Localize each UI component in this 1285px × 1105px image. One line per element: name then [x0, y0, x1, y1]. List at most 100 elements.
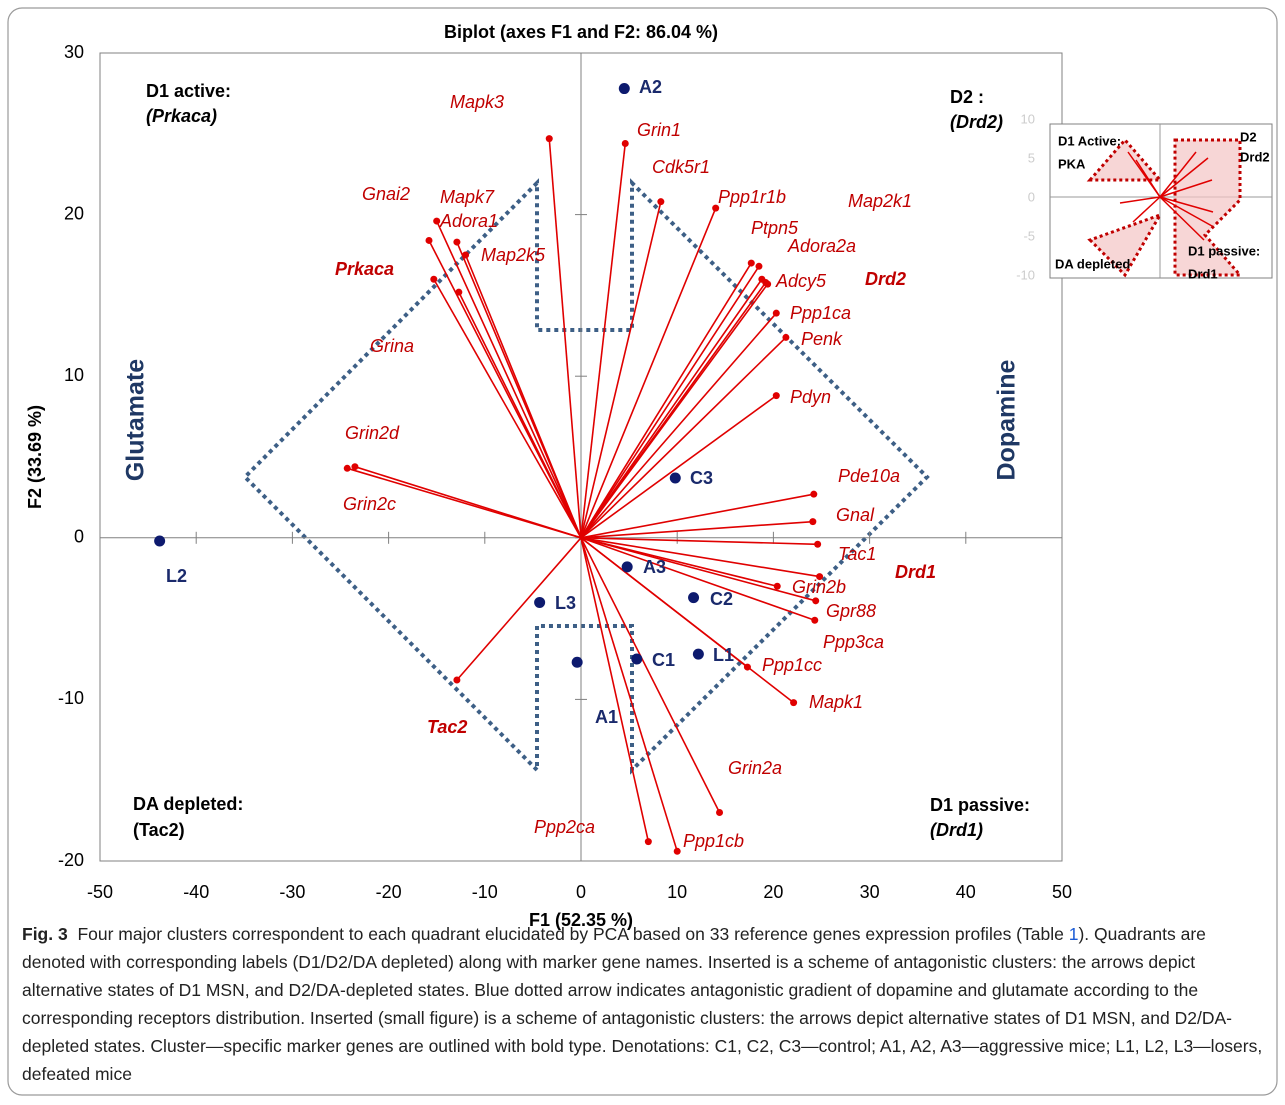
y-tick-label: 20 — [64, 203, 84, 223]
quadrant-label: (Drd1) — [930, 820, 983, 840]
loading-point — [546, 135, 553, 142]
x-tick-label: -40 — [183, 882, 209, 902]
page: Biplot (axes F1 and F2: 86.04 %) F1 (52.… — [0, 0, 1285, 1105]
gene-label: Map2k1 — [848, 191, 912, 211]
observation-point — [154, 536, 165, 547]
loading-point — [462, 252, 469, 259]
gene-label: Grina — [370, 336, 414, 356]
observation-label: L1 — [713, 645, 734, 665]
caption: Fig. 3 Four major clusters correspondent… — [22, 920, 1267, 1088]
caption-label: Fig. 3 — [22, 924, 68, 944]
gene-label: Map2k5 — [481, 245, 546, 265]
inset-tick-label: -10 — [1016, 267, 1035, 282]
gene-label: Grin1 — [637, 120, 681, 140]
chart-title: Biplot (axes F1 and F2: 86.04 %) — [444, 22, 718, 42]
gene-label: Gnai2 — [362, 184, 410, 204]
inset-label: PKA — [1058, 156, 1086, 171]
observation-label: C2 — [710, 589, 733, 609]
quadrant-label: DA depleted: — [133, 794, 243, 814]
gene-label: Grin2a — [728, 758, 782, 778]
y-tick-label: -10 — [58, 688, 84, 708]
loading-arrow — [581, 538, 677, 852]
gene-label: Adora2a — [787, 236, 856, 256]
loading-arrow — [429, 240, 581, 537]
loading-point — [814, 541, 821, 548]
gene-label: Ppp3ca — [823, 632, 884, 652]
inset-tick-label: 10 — [1021, 111, 1035, 126]
observation-point — [572, 657, 583, 668]
loading-arrow — [581, 538, 648, 842]
caption-text: Four major clusters correspondent to eac… — [77, 924, 1068, 944]
loading-point — [782, 334, 789, 341]
gene-label: Cdk5r1 — [652, 157, 710, 177]
gene-label: Drd2 — [865, 269, 906, 289]
gene-label: Tac2 — [427, 717, 467, 737]
gene-label: Penk — [801, 329, 843, 349]
inset-label: D1 Active: — [1058, 133, 1121, 148]
y-tick-label: 30 — [64, 42, 84, 62]
loading-point — [773, 392, 780, 399]
caption-text: ). Quadrants are denoted with correspond… — [22, 924, 1262, 1084]
x-tick-label: -20 — [376, 882, 402, 902]
loading-point — [426, 237, 433, 244]
loading-arrow — [581, 313, 776, 538]
y-tick-label: -20 — [58, 850, 84, 870]
quadrant-label: D2 : — [950, 87, 984, 107]
loading-point — [809, 518, 816, 525]
gene-label: Ppp1r1b — [718, 187, 786, 207]
gene-label: Ppp1cb — [683, 831, 744, 851]
loading-arrow — [581, 538, 794, 703]
quadrant-label: (Drd2) — [950, 112, 1003, 132]
loading-arrow — [466, 255, 581, 538]
gradient-label: Glutamate — [122, 359, 150, 481]
loading-point — [430, 276, 437, 283]
loading-point — [674, 848, 681, 855]
observation-label: C1 — [652, 650, 675, 670]
gene-label: Drd1 — [895, 562, 936, 582]
observation-point — [622, 561, 633, 572]
observation-point — [693, 649, 704, 660]
x-tick-label: -50 — [87, 882, 113, 902]
gene-label: Pde10a — [838, 466, 900, 486]
inset-label: D1 passive: — [1188, 243, 1260, 258]
loading-arrow — [581, 522, 813, 538]
quadrant-label: (Prkaca) — [146, 106, 217, 126]
observation-point — [670, 473, 681, 484]
y-axis-title: F2 (33.69 %) — [25, 405, 45, 509]
x-tick-label: 50 — [1052, 882, 1072, 902]
loading-point — [344, 465, 351, 472]
observation-point — [631, 654, 642, 665]
y-tick-label: 10 — [64, 365, 84, 385]
inset-tick-label: 0 — [1028, 189, 1035, 204]
loading-point — [810, 491, 817, 498]
gene-label: Mapk3 — [450, 92, 504, 112]
x-tick-label: 40 — [956, 882, 976, 902]
x-tick-label: 30 — [860, 882, 880, 902]
gene-label: Adcy5 — [775, 271, 827, 291]
observation-label: L2 — [166, 566, 187, 586]
gene-label: Ppp1cc — [762, 655, 822, 675]
gene-label: Mapk7 — [440, 187, 495, 207]
loading-point — [812, 597, 819, 604]
loading-point — [657, 198, 664, 205]
observation-point — [688, 592, 699, 603]
gene-label: Grin2b — [792, 577, 846, 597]
loading-point — [716, 809, 723, 816]
loading-point — [773, 310, 780, 317]
gene-label: Ppp2ca — [534, 817, 595, 837]
inset-tick-label: 5 — [1028, 150, 1035, 165]
caption-link[interactable]: 1 — [1069, 924, 1079, 944]
loading-point — [774, 583, 781, 590]
gene-label: Gpr88 — [826, 601, 876, 621]
loading-point — [762, 279, 769, 286]
x-tick-label: 10 — [667, 882, 687, 902]
y-tick-label: 0 — [74, 527, 84, 547]
gradient-label: Dopamine — [993, 359, 1021, 480]
quadrant-label: D1 passive: — [930, 795, 1030, 815]
observation-label: A3 — [643, 557, 666, 577]
inset-label: D2 — [1240, 129, 1257, 144]
gene-label: Grin2d — [345, 423, 400, 443]
observation-label: L3 — [555, 593, 576, 613]
loading-arrow — [581, 282, 766, 537]
